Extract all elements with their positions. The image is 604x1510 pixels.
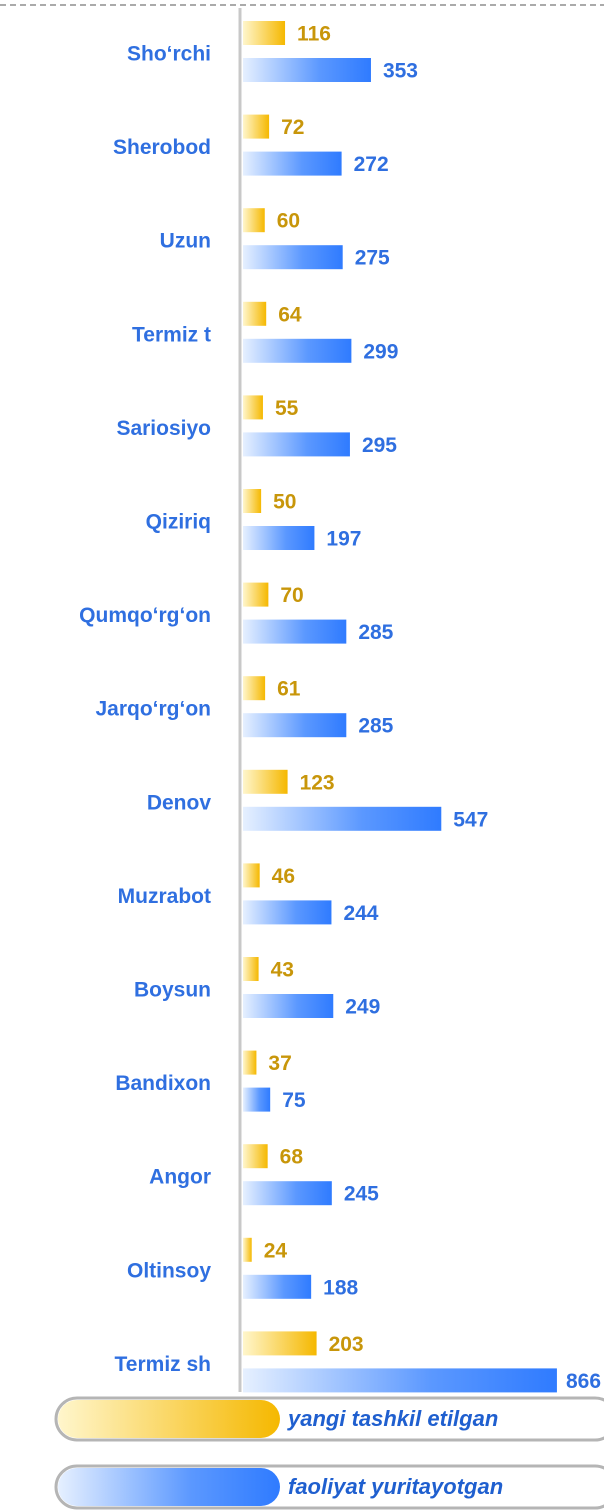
category-label: Boysun <box>134 979 211 1002</box>
bar <box>243 21 286 45</box>
value-label: 244 <box>343 902 378 925</box>
bar <box>243 432 350 457</box>
bar <box>243 301 267 326</box>
bar <box>243 769 288 794</box>
value-label: 75 <box>282 1089 306 1112</box>
bar <box>243 1050 257 1075</box>
bar <box>243 395 263 420</box>
value-label: 866 <box>566 1370 601 1393</box>
bar <box>243 1331 317 1356</box>
value-label: 285 <box>358 621 393 644</box>
bar <box>243 957 259 981</box>
legend-label: yangi tashkil etilgan <box>287 1406 498 1431</box>
category-label: Denov <box>147 791 212 814</box>
bar <box>243 1274 312 1299</box>
value-label: 43 <box>271 959 294 982</box>
bar <box>243 489 262 513</box>
bar <box>243 114 270 139</box>
value-label: 116 <box>297 23 331 46</box>
bar <box>243 526 315 550</box>
bar <box>243 58 371 82</box>
value-label: 68 <box>280 1146 304 1169</box>
bar <box>243 338 352 363</box>
bar <box>243 619 347 644</box>
value-label: 60 <box>277 210 300 233</box>
value-label: 285 <box>358 715 393 738</box>
bar <box>243 806 442 831</box>
value-label: 37 <box>268 1052 291 1075</box>
bar <box>243 1368 557 1393</box>
bar <box>243 994 334 1018</box>
category-label: Sariosiyo <box>116 417 211 440</box>
legend-swatch <box>58 1468 280 1506</box>
value-label: 24 <box>264 1239 288 1262</box>
category-label: Qumqo‘rg‘on <box>79 604 211 627</box>
value-label: 123 <box>300 771 335 794</box>
category-label: Sho‘rchi <box>127 43 211 66</box>
value-label: 197 <box>326 528 361 551</box>
legend: yangi tashkil etilgan faoliyat yuritayot… <box>54 1396 604 1510</box>
category-label: Jarqo‘rg‘on <box>95 698 211 721</box>
value-label: 55 <box>275 397 299 420</box>
category-label: Bandixon <box>115 1072 211 1095</box>
bar <box>243 863 260 888</box>
category-label: Oltinsoy <box>127 1259 211 1282</box>
value-label: 353 <box>383 60 418 83</box>
value-label: 245 <box>344 1183 379 1206</box>
value-label: 50 <box>273 491 296 514</box>
legend-label: faoliyat yuritayotgan <box>288 1474 503 1499</box>
value-label: 272 <box>354 153 389 176</box>
bar <box>243 1144 268 1169</box>
category-label: Muzrabot <box>118 885 211 908</box>
bar <box>243 582 269 607</box>
bar <box>243 1181 332 1206</box>
value-label: 64 <box>278 303 302 326</box>
bar <box>243 245 343 270</box>
category-label: Angor <box>149 1166 211 1189</box>
bar <box>243 208 265 233</box>
category-label: Uzun <box>160 230 211 253</box>
category-label: Termiz sh <box>115 1353 211 1376</box>
value-label: 295 <box>362 434 397 457</box>
value-label: 70 <box>280 584 303 607</box>
bar <box>243 1237 252 1262</box>
value-label: 72 <box>281 116 304 139</box>
bar <box>243 676 266 701</box>
value-label: 46 <box>272 865 295 888</box>
value-label: 275 <box>355 247 390 270</box>
bar <box>243 713 347 738</box>
category-label: Termiz t <box>132 323 211 346</box>
value-label: 188 <box>323 1276 358 1299</box>
value-label: 203 <box>329 1333 364 1356</box>
value-label: 249 <box>345 996 380 1019</box>
bar <box>243 151 342 176</box>
value-label: 299 <box>363 340 398 363</box>
bar <box>243 1087 271 1112</box>
legend-swatch <box>58 1400 280 1438</box>
category-label: Qiziriq <box>146 511 211 534</box>
bar <box>243 900 332 925</box>
value-label: 547 <box>453 808 488 831</box>
category-label: Sherobod <box>113 136 211 159</box>
value-label: 61 <box>277 678 301 701</box>
